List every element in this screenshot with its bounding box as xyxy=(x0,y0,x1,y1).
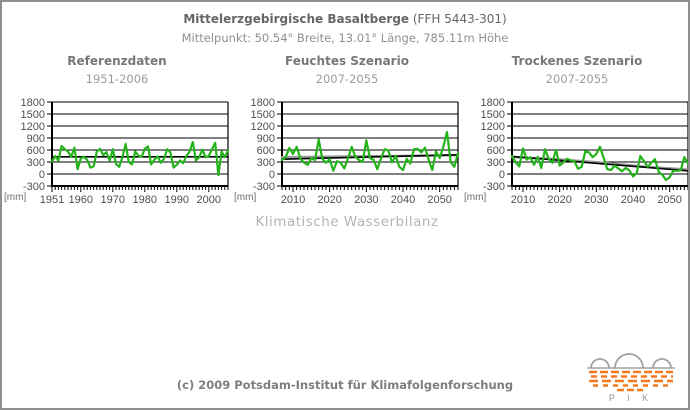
svg-text:2020: 2020 xyxy=(317,194,341,206)
logo-dome-left-icon xyxy=(590,358,610,369)
svg-text:1800: 1800 xyxy=(21,97,45,109)
svg-text:1500: 1500 xyxy=(481,109,505,121)
report-header: Mittelerzgebirgische Basaltberge (FFH 54… xyxy=(2,2,688,45)
svg-text:2050: 2050 xyxy=(427,194,451,206)
svg-text:2030: 2030 xyxy=(354,194,378,206)
chart-years: 2007-2055 xyxy=(545,72,609,86)
chart-panel-feuchtes-szenario: Feuchtes Szenario 2007-2055 1800 1500 1200… xyxy=(232,54,462,230)
logo-dome-right-icon xyxy=(652,358,672,369)
svg-text:600: 600 xyxy=(27,145,45,157)
chart-title: Feuchtes Szenario xyxy=(285,54,409,68)
svg-text:2030: 2030 xyxy=(584,194,608,206)
svg-text:1960: 1960 xyxy=(69,194,93,206)
svg-text:1970: 1970 xyxy=(101,194,125,206)
chart-caption: Klimatische Wasserbilanz xyxy=(255,214,439,230)
svg-text:[mm]: [mm] xyxy=(4,192,26,203)
svg-text:1990: 1990 xyxy=(165,194,189,206)
svg-text:0: 0 xyxy=(39,169,45,181)
svg-text:1951: 1951 xyxy=(40,194,64,206)
page-title: Mittelerzgebirgische Basaltberge (FFH 54… xyxy=(2,12,688,26)
charts-row: Referenzdaten 1951-2006 1800 1500 1200 900 6… xyxy=(2,54,688,230)
logo-dome-center-icon xyxy=(614,353,644,369)
svg-text:2020: 2020 xyxy=(547,194,571,206)
svg-text:-300: -300 xyxy=(253,181,275,193)
svg-text:600: 600 xyxy=(487,145,505,157)
svg-text:1500: 1500 xyxy=(21,109,45,121)
chart-years: 2007-2055 xyxy=(315,72,379,86)
svg-text:1200: 1200 xyxy=(251,121,275,133)
svg-text:900: 900 xyxy=(27,133,45,145)
svg-text:0: 0 xyxy=(499,169,505,181)
svg-text:2040: 2040 xyxy=(391,194,415,206)
svg-text:1500: 1500 xyxy=(251,109,275,121)
svg-text:1800: 1800 xyxy=(251,97,275,109)
svg-text:2040: 2040 xyxy=(621,194,645,206)
copyright-line: (c) 2009 Potsdam-Institut für Klimafolge… xyxy=(176,378,514,392)
svg-text:1800: 1800 xyxy=(481,97,505,109)
page-title-main: Mittelerzgebirgische Basaltberge xyxy=(183,12,410,26)
svg-text:1200: 1200 xyxy=(481,121,505,133)
svg-text:2000: 2000 xyxy=(197,194,221,206)
page-title-code: (FFH 5443-301) xyxy=(412,12,507,26)
svg-text:900: 900 xyxy=(257,133,275,145)
svg-text:0: 0 xyxy=(269,169,275,181)
svg-text:[mm]: [mm] xyxy=(464,192,486,203)
chart-title: Referenzdaten xyxy=(67,54,167,68)
svg-text:2010: 2010 xyxy=(281,194,305,206)
svg-text:300: 300 xyxy=(487,157,505,169)
svg-text:600: 600 xyxy=(257,145,275,157)
svg-text:1200: 1200 xyxy=(21,121,45,133)
chart-years: 1951-2006 xyxy=(85,72,149,86)
svg-text:-300: -300 xyxy=(23,181,45,193)
chart-panel-referenzdaten: Referenzdaten 1951-2006 1800 1500 1200 900 6… xyxy=(2,54,232,230)
svg-text:2010: 2010 xyxy=(511,194,535,206)
svg-text:300: 300 xyxy=(27,157,45,169)
logo-orange-bricks xyxy=(589,370,673,392)
svg-text:900: 900 xyxy=(487,133,505,145)
svg-text:[mm]: [mm] xyxy=(234,192,256,203)
svg-text:300: 300 xyxy=(257,157,275,169)
logo-text: P I K xyxy=(609,393,653,403)
pik-logo: P I K xyxy=(587,353,675,403)
svg-text:1980: 1980 xyxy=(133,194,157,206)
svg-text:-300: -300 xyxy=(483,181,505,193)
svg-text:2050: 2050 xyxy=(657,194,681,206)
chart-title: Trockenes Szenario xyxy=(511,54,643,68)
page-subtitle: Mittelpunkt: 50.54° Breite, 13.01° Länge… xyxy=(181,31,509,45)
chart-panel-trockenes-szenario: Trockenes Szenario 2007-2055 1800 1500 120… xyxy=(462,54,688,230)
